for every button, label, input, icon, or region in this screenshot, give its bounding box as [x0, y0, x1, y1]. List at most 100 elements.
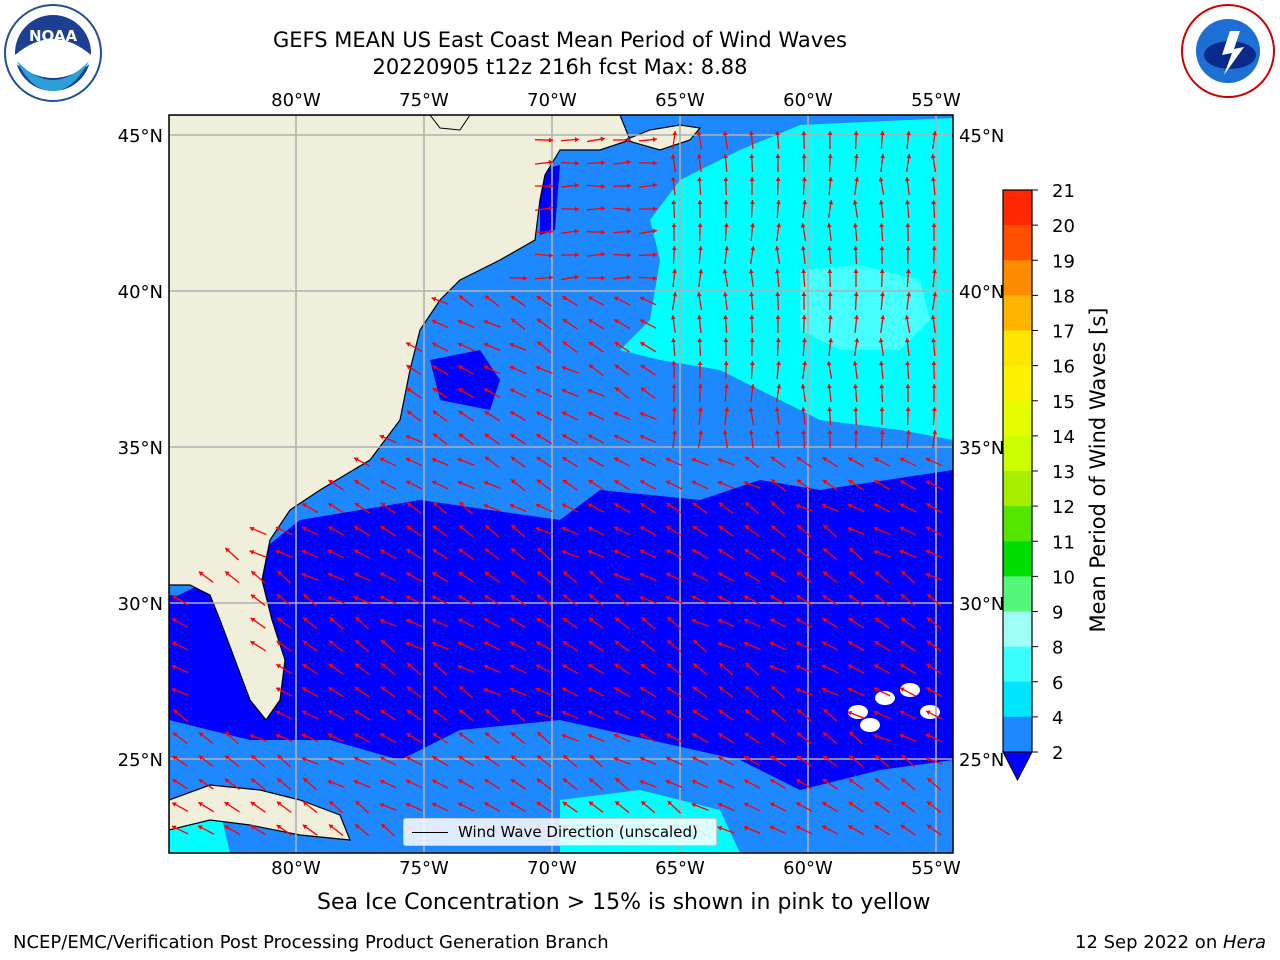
wave-direction-arrow [931, 223, 937, 241]
wave-direction-arrow [250, 640, 266, 652]
wave-direction-arrow [899, 687, 917, 697]
wave-direction-arrow [853, 338, 860, 356]
wave-direction-arrow [484, 755, 500, 767]
wave-direction-arrow [822, 778, 838, 790]
wave-direction-arrow [775, 291, 781, 311]
wave-direction-arrow [587, 388, 605, 397]
wave-direction-arrow [588, 570, 604, 584]
wave-direction-arrow [509, 641, 527, 651]
wave-direction-arrow [561, 295, 579, 307]
wave-direction-arrow [743, 571, 761, 583]
wave-direction-arrow [483, 319, 501, 328]
sea-ice-caption: Sea Ice Concentration > 15% is shown in … [317, 890, 931, 915]
wave-direction-arrow [723, 314, 729, 334]
wave-direction-arrow [328, 663, 344, 675]
colorbar-segment [1003, 506, 1032, 542]
wave-direction-arrow [302, 640, 318, 652]
wave-direction-arrow [926, 663, 942, 675]
wave-direction-arrow [717, 802, 735, 812]
colorbar-tick-label: 15 [1052, 392, 1075, 413]
wave-direction-arrow [640, 686, 656, 698]
wave-direction-arrow [588, 777, 604, 791]
wave-direction-arrow [509, 410, 527, 422]
wave-direction-arrow [302, 663, 318, 675]
wave-direction-arrow [749, 153, 755, 173]
wave-direction-arrow [432, 501, 448, 515]
wave-direction-arrow [534, 252, 554, 258]
wave-direction-arrow [535, 687, 553, 697]
wave-direction-arrow [562, 617, 578, 629]
wave-direction-arrow [327, 572, 345, 582]
map-legend: Wind Wave Direction (unscaled) [403, 818, 717, 846]
colorbar-tick-label: 14 [1052, 427, 1075, 448]
wave-direction-arrow [560, 182, 580, 188]
wave-direction-arrow [613, 733, 631, 743]
wave-direction-arrow [535, 433, 553, 445]
wave-direction-arrow [796, 778, 812, 790]
wave-direction-arrow [561, 526, 579, 536]
wave-direction-arrow [458, 548, 474, 560]
wave-direction-arrow [665, 779, 683, 788]
wave-direction-arrow [224, 778, 240, 790]
wave-direction-arrow [640, 387, 656, 399]
colorbar-segment [1003, 400, 1032, 437]
wave-direction-arrow [931, 245, 937, 265]
wave-direction-arrow [614, 341, 630, 353]
lon-tick-label-top: 60°W [783, 90, 833, 111]
wave-direction-arrow [560, 228, 580, 234]
wave-direction-arrow [853, 406, 859, 426]
wave-direction-arrow [853, 269, 859, 287]
wave-direction-arrow [801, 337, 807, 357]
wave-direction-arrow [509, 687, 527, 696]
legend-line-icon [412, 831, 448, 833]
wave-direction-arrow [172, 755, 188, 767]
missing-data-spot [848, 705, 868, 719]
wave-direction-arrow [743, 779, 761, 789]
wave-direction-arrow [854, 314, 860, 334]
wave-direction-arrow [749, 360, 755, 380]
wave-direction-arrow [905, 222, 911, 242]
wave-direction-arrow [900, 754, 916, 768]
wave-direction-arrow [510, 571, 526, 583]
highest-period-region [800, 265, 930, 350]
wave-direction-arrow [379, 457, 397, 467]
wave-direction-arrow [431, 618, 449, 628]
wave-direction-arrow [171, 618, 189, 628]
wave-direction-arrow [665, 549, 683, 559]
wave-direction-arrow [613, 434, 631, 444]
wave-direction-arrow [250, 593, 266, 607]
wave-direction-arrow [587, 503, 605, 513]
wave-direction-arrow [510, 524, 526, 538]
wave-direction-arrow [588, 479, 604, 491]
wave-direction-arrow [276, 777, 292, 791]
wave-direction-arrow [717, 779, 735, 789]
wave-direction-arrow [588, 801, 604, 813]
wave-direction-arrow [510, 731, 526, 745]
wave-direction-arrow [587, 434, 605, 444]
wave-direction-arrow [535, 526, 553, 535]
colorbar-segment [1003, 611, 1032, 648]
wave-direction-arrow [796, 571, 812, 583]
wave-direction-arrow [769, 802, 787, 812]
wave-direction-arrow [431, 755, 449, 767]
wave-direction-arrow [198, 731, 214, 745]
wave-direction-arrow [432, 525, 448, 537]
wave-direction-arrow [484, 455, 500, 469]
wave-direction-arrow [327, 779, 345, 788]
wave-direction-arrow [510, 778, 526, 790]
legend-label: Wind Wave Direction (unscaled) [458, 823, 698, 841]
lon-tick-label-top: 55°W [911, 90, 961, 111]
wave-direction-arrow [691, 457, 709, 466]
wave-direction-arrow [698, 268, 704, 288]
wave-direction-arrow [457, 457, 475, 466]
wave-direction-arrow [536, 340, 552, 354]
wave-direction-arrow [587, 549, 605, 558]
wave-direction-arrow [691, 480, 709, 490]
wave-direction-arrow [353, 572, 371, 582]
lat-tick-label-left: 40°N [118, 282, 163, 303]
wave-direction-arrow [353, 595, 371, 604]
wave-direction-arrow [612, 274, 632, 280]
wave-direction-arrow [899, 526, 917, 536]
wave-direction-arrow [698, 406, 704, 426]
wave-direction-arrow [770, 755, 786, 767]
